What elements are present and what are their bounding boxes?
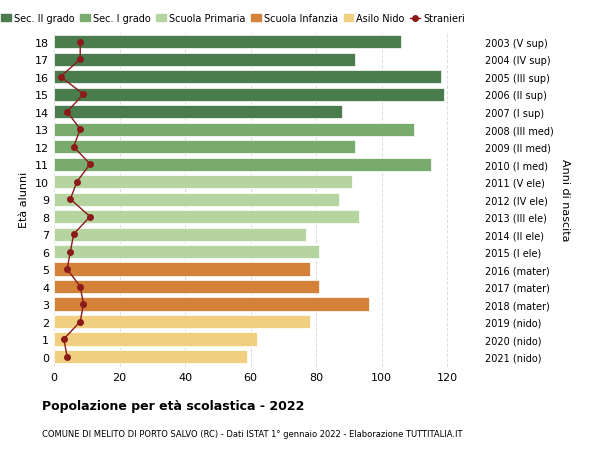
Bar xyxy=(54,176,352,189)
Bar xyxy=(54,89,444,101)
Bar xyxy=(54,298,368,311)
Bar xyxy=(54,141,355,154)
Legend: Sec. II grado, Sec. I grado, Scuola Primaria, Scuola Infanzia, Asilo Nido, Stran: Sec. II grado, Sec. I grado, Scuola Prim… xyxy=(1,14,465,24)
Text: COMUNE DI MELITO DI PORTO SALVO (RC) - Dati ISTAT 1° gennaio 2022 - Elaborazione: COMUNE DI MELITO DI PORTO SALVO (RC) - D… xyxy=(42,429,463,438)
Bar xyxy=(54,123,415,136)
Bar xyxy=(54,36,401,49)
Bar xyxy=(54,228,307,241)
Y-axis label: Età alunni: Età alunni xyxy=(19,172,29,228)
Bar xyxy=(54,246,319,258)
Bar xyxy=(54,71,440,84)
Bar xyxy=(54,333,257,346)
Bar xyxy=(54,263,310,276)
Bar xyxy=(54,211,359,224)
Bar xyxy=(54,158,431,171)
Bar xyxy=(54,54,355,67)
Bar xyxy=(54,280,319,293)
Bar xyxy=(54,350,247,363)
Bar xyxy=(54,106,343,119)
Y-axis label: Anni di nascita: Anni di nascita xyxy=(560,158,570,241)
Bar xyxy=(54,193,339,206)
Bar xyxy=(54,315,310,328)
Text: Popolazione per età scolastica - 2022: Popolazione per età scolastica - 2022 xyxy=(42,399,304,412)
